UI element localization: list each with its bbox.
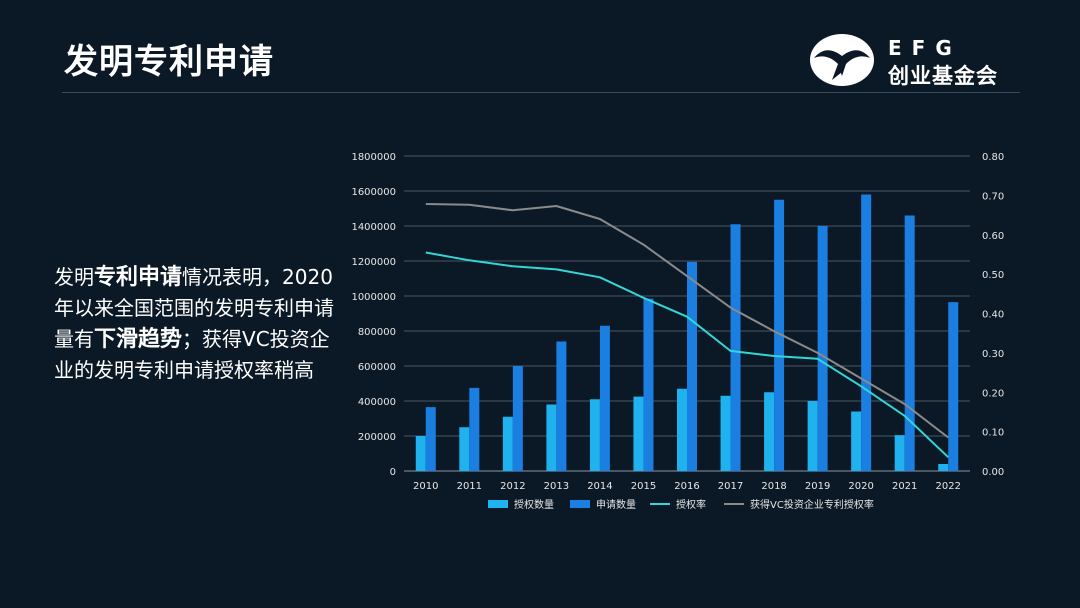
x-tick-label: 2015 — [631, 481, 656, 492]
bar — [687, 261, 697, 471]
page-title: 发明专利申请 — [64, 42, 274, 82]
bar — [894, 435, 905, 471]
bar — [904, 215, 915, 471]
series-line — [425, 251, 949, 458]
bar — [730, 224, 741, 471]
y-tick-right: 0.00 — [982, 467, 1004, 478]
bar — [633, 396, 644, 471]
bar — [720, 395, 731, 471]
bar — [851, 411, 862, 471]
patent-chart: 0 200000 400000 600000 800000 1000000 1200000 1… — [351, 152, 1004, 511]
eagle-logo-icon — [810, 34, 874, 86]
y-tick-left: 1200000 — [351, 257, 396, 268]
summary-part-1: 发明 — [54, 265, 94, 289]
summary-bold-1: 专利申请 — [94, 265, 183, 290]
bar — [938, 464, 949, 471]
x-tick-label: 2021 — [892, 481, 917, 492]
bar — [643, 298, 654, 471]
y-tick-left: 600000 — [358, 362, 396, 373]
legend-swatch — [488, 500, 508, 508]
x-tick-label: 2022 — [936, 481, 961, 492]
legend-label: 申请数量 — [596, 498, 636, 511]
y-tick-left: 1000000 — [351, 292, 396, 303]
x-tick-label: 2010 — [413, 481, 438, 492]
y-tick-left: 1800000 — [351, 152, 396, 163]
y-tick-right: 0.70 — [982, 191, 1004, 202]
logo: EFG 创业基金会 — [808, 32, 1022, 88]
series-line — [425, 203, 949, 439]
bar — [764, 392, 775, 471]
y-tick-right: 0.30 — [982, 349, 1004, 360]
bar — [459, 427, 470, 471]
y-tick-right: 0.10 — [982, 428, 1004, 439]
bar — [589, 399, 600, 471]
header-divider — [62, 92, 1020, 93]
bar — [425, 407, 436, 471]
x-tick-label: 2019 — [805, 481, 830, 492]
bar — [546, 404, 557, 471]
bar — [948, 302, 959, 471]
legend-label: 授权数量 — [514, 498, 554, 511]
bar — [556, 341, 567, 471]
bar — [774, 199, 785, 471]
bar — [599, 325, 610, 471]
legend-label: 授权率 — [676, 498, 706, 511]
y-tick-right: 0.60 — [982, 231, 1004, 242]
bar — [415, 436, 426, 471]
bar — [512, 366, 523, 471]
summary-text: 发明专利申请情况表明，2020年以来全国范围的发明专利申请量有下滑趋势；获得VC… — [54, 262, 344, 386]
y-tick-left: 800000 — [358, 327, 396, 338]
x-tick-label: 2014 — [587, 481, 612, 492]
y-tick-right: 0.40 — [982, 310, 1004, 321]
y-tick-left: 400000 — [358, 397, 396, 408]
y-tick-right: 0.20 — [982, 388, 1004, 399]
x-tick-label: 2020 — [848, 481, 873, 492]
bar — [469, 387, 480, 471]
y-tick-left: 1400000 — [351, 222, 396, 233]
y-tick-right: 0.80 — [982, 152, 1004, 163]
logo-text: EFG — [888, 36, 962, 60]
logo-subtitle: 创业基金会 — [888, 64, 998, 88]
x-tick-label: 2016 — [674, 481, 699, 492]
x-tick-label: 2017 — [718, 481, 743, 492]
legend-swatch — [570, 500, 590, 508]
y-tick-left: 200000 — [358, 432, 396, 443]
x-tick-label: 2012 — [500, 481, 525, 492]
y-tick-right: 0.50 — [982, 270, 1004, 281]
summary-part-3: ；获得VC投资企业的发明专利申请授权率稍高 — [54, 327, 330, 382]
summary-part-2: 情况表明，2020年以来全国范围的发明专利申请量有 — [54, 265, 334, 351]
x-tick-label: 2011 — [457, 481, 482, 492]
x-tick-label: 2013 — [544, 481, 569, 492]
summary-bold-2: 下滑趋势 — [94, 327, 183, 352]
bar — [677, 388, 687, 471]
bar — [861, 194, 872, 471]
y-tick-left: 0 — [390, 467, 396, 478]
bar — [502, 416, 513, 471]
bar — [807, 401, 818, 471]
x-tick-label: 2018 — [761, 481, 786, 492]
bar — [817, 226, 828, 471]
y-tick-left: 1600000 — [351, 187, 396, 198]
legend-label: 获得VC投资企业专利授权率 — [750, 498, 874, 511]
